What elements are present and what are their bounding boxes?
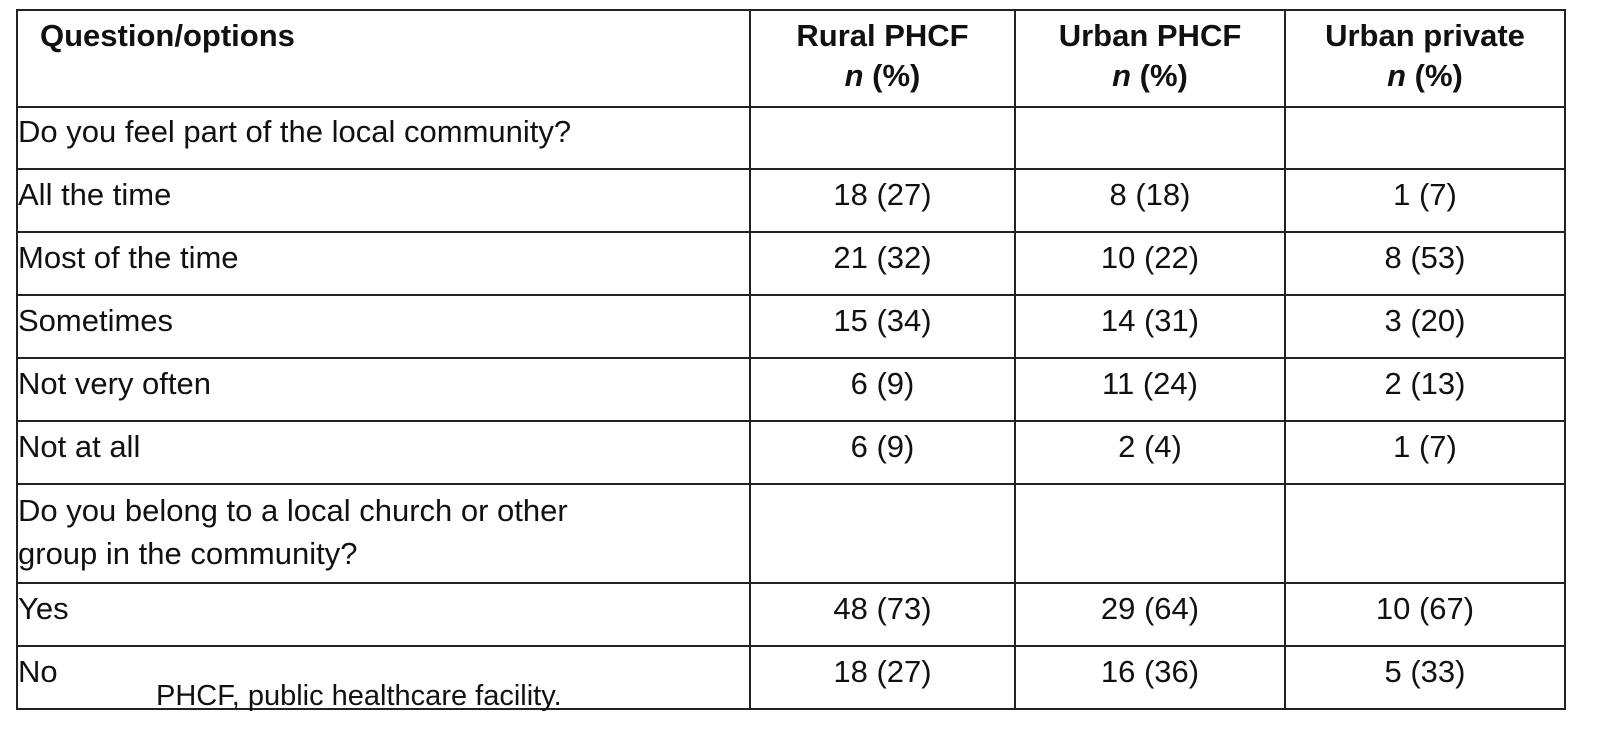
- header-urban-pct: (%): [1131, 58, 1188, 93]
- table-row: Sometimes 15 (34) 14 (31) 3 (20): [16, 294, 1566, 359]
- private-value: 8 (53): [1284, 231, 1566, 296]
- urban-value: 14 (31): [1014, 294, 1286, 359]
- urban-value: 29 (64): [1014, 582, 1286, 647]
- question-row: Do you feel part of the local community?: [16, 106, 1566, 170]
- empty-cell: [1284, 106, 1566, 170]
- header-urban-private: Urban private n (%): [1284, 9, 1566, 108]
- empty-cell: [749, 106, 1016, 170]
- table-row: Not very often 6 (9) 11 (24) 2 (13): [16, 357, 1566, 422]
- option-label: Not very often: [16, 357, 751, 422]
- question-text-line: Do you belong to a local church or other: [18, 493, 568, 528]
- table-footnote: PHCF, public healthcare facility.: [156, 680, 562, 712]
- option-label: No: [16, 645, 751, 710]
- header-private-title: Urban private: [1325, 18, 1525, 53]
- option-label: Not at all: [16, 420, 751, 485]
- urban-value: 2 (4): [1014, 420, 1286, 485]
- header-row: Question/options Rural PHCF n (%) Urban …: [16, 9, 1566, 108]
- header-rural-pct: (%): [863, 58, 921, 93]
- question-text: Do you belong to a local church or other…: [16, 483, 751, 584]
- private-value: 3 (20): [1284, 294, 1566, 359]
- header-urban-title: Urban PHCF: [1058, 18, 1242, 53]
- header-urban-phcf: Urban PHCF n (%): [1014, 9, 1286, 108]
- empty-cell: [1014, 483, 1286, 584]
- empty-cell: [1014, 106, 1286, 170]
- option-label: Yes: [16, 582, 751, 647]
- option-label: Most of the time: [16, 231, 751, 296]
- empty-cell: [1284, 483, 1566, 584]
- table-row: No 18 (27) 16 (36) 5 (33): [16, 645, 1566, 710]
- option-label: All the time: [16, 168, 751, 233]
- rural-value: 6 (9): [749, 420, 1016, 485]
- empty-cell: [749, 483, 1016, 584]
- header-rural-title: Rural PHCF: [796, 18, 969, 53]
- table-row: Yes 48 (73) 29 (64) 10 (67): [16, 582, 1566, 647]
- urban-value: 16 (36): [1014, 645, 1286, 710]
- table-row: Not at all 6 (9) 2 (4) 1 (7): [16, 420, 1566, 485]
- option-label: Sometimes: [16, 294, 751, 359]
- header-urban-n: n: [1112, 58, 1132, 93]
- rural-value: 18 (27): [749, 168, 1016, 233]
- header-question: Question/options: [16, 9, 751, 108]
- rural-value: 21 (32): [749, 231, 1016, 296]
- header-rural-n: n: [844, 58, 864, 93]
- table-row: All the time 18 (27) 8 (18) 1 (7): [16, 168, 1566, 233]
- question-row: Do you belong to a local church or other…: [16, 483, 1566, 584]
- private-value: 2 (13): [1284, 357, 1566, 422]
- rural-value: 48 (73): [749, 582, 1016, 647]
- private-value: 1 (7): [1284, 420, 1566, 485]
- rural-value: 18 (27): [749, 645, 1016, 710]
- header-private-n: n: [1387, 58, 1407, 93]
- header-rural-phcf: Rural PHCF n (%): [749, 9, 1016, 108]
- rural-value: 6 (9): [749, 357, 1016, 422]
- private-value: 5 (33): [1284, 645, 1566, 710]
- private-value: 10 (67): [1284, 582, 1566, 647]
- urban-value: 8 (18): [1014, 168, 1286, 233]
- private-value: 1 (7): [1284, 168, 1566, 233]
- urban-value: 10 (22): [1014, 231, 1286, 296]
- urban-value: 11 (24): [1014, 357, 1286, 422]
- question-text: Do you feel part of the local community?: [16, 106, 751, 170]
- question-text-line: group in the community?: [18, 536, 358, 571]
- rural-value: 15 (34): [749, 294, 1016, 359]
- table-row: Most of the time 21 (32) 10 (22) 8 (53): [16, 231, 1566, 296]
- header-private-pct: (%): [1406, 58, 1463, 93]
- survey-table: Question/options Rural PHCF n (%) Urban …: [16, 9, 1566, 710]
